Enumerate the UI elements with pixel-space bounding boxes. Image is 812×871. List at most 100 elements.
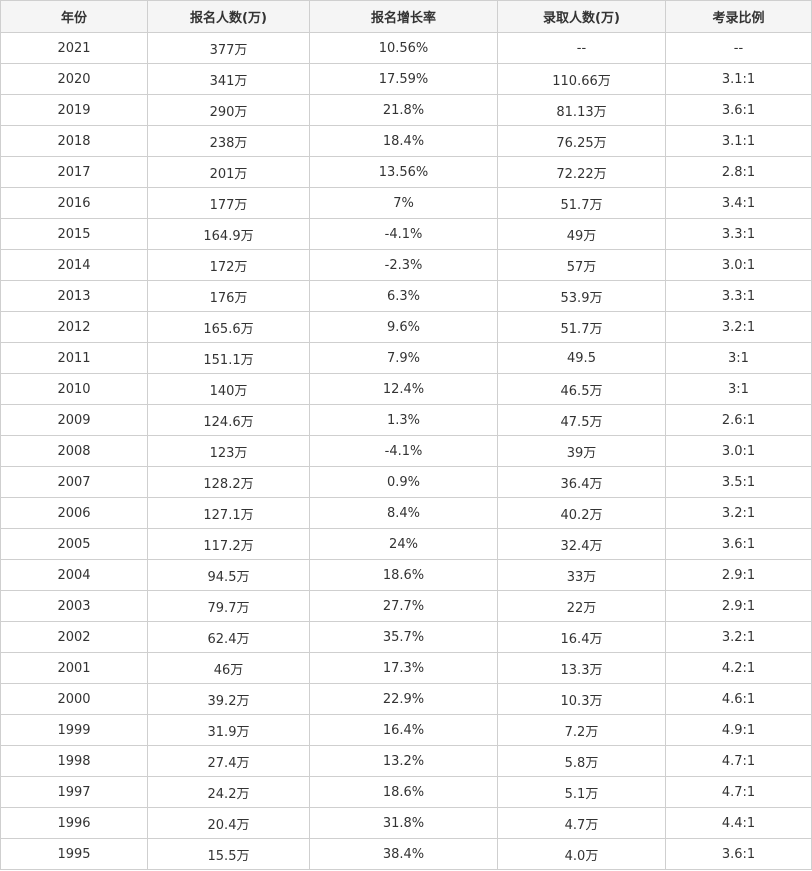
- table-row: 2013 176万 6.3% 53.9万 3.3:1: [0, 280, 812, 312]
- table-row: 2020 341万 17.59% 110.66万 3.1:1: [0, 63, 812, 95]
- cell-year: 2003: [0, 590, 148, 622]
- table-row: 2003 79.7万 27.7% 22万 2.9:1: [0, 590, 812, 622]
- cell-ratio: 3.6:1: [665, 94, 812, 126]
- cell-applicants: 128.2万: [147, 466, 310, 498]
- cell-admitted: 51.7万: [497, 187, 666, 219]
- cell-growth-rate: 1.3%: [309, 404, 498, 436]
- cell-year: 2001: [0, 652, 148, 684]
- cell-admitted: 49万: [497, 218, 666, 250]
- cell-growth-rate: 12.4%: [309, 373, 498, 405]
- cell-growth-rate: 18.6%: [309, 559, 498, 591]
- cell-admitted: 7.2万: [497, 714, 666, 746]
- cell-ratio: --: [665, 32, 812, 64]
- cell-growth-rate: -4.1%: [309, 435, 498, 467]
- cell-admitted: --: [497, 32, 666, 64]
- cell-admitted: 39万: [497, 435, 666, 467]
- cell-growth-rate: 8.4%: [309, 497, 498, 529]
- cell-applicants: 201万: [147, 156, 310, 188]
- cell-applicants: 27.4万: [147, 745, 310, 777]
- cell-admitted: 72.22万: [497, 156, 666, 188]
- cell-admitted: 4.0万: [497, 838, 666, 870]
- cell-admitted: 53.9万: [497, 280, 666, 312]
- cell-ratio: 4.2:1: [665, 652, 812, 684]
- cell-year: 1997: [0, 776, 148, 808]
- cell-year: 2016: [0, 187, 148, 219]
- cell-admitted: 16.4万: [497, 621, 666, 653]
- cell-year: 2004: [0, 559, 148, 591]
- cell-growth-rate: 35.7%: [309, 621, 498, 653]
- header-year: 年份: [0, 0, 148, 33]
- cell-ratio: 4.9:1: [665, 714, 812, 746]
- cell-applicants: 15.5万: [147, 838, 310, 870]
- cell-applicants: 165.6万: [147, 311, 310, 343]
- cell-growth-rate: 6.3%: [309, 280, 498, 312]
- table-row: 2000 39.2万 22.9% 10.3万 4.6:1: [0, 683, 812, 715]
- cell-ratio: 3.1:1: [665, 125, 812, 157]
- cell-admitted: 57万: [497, 249, 666, 281]
- cell-year: 2009: [0, 404, 148, 436]
- cell-growth-rate: 18.6%: [309, 776, 498, 808]
- table-row: 2016 177万 7% 51.7万 3.4:1: [0, 187, 812, 219]
- table-body: 2021 377万 10.56% -- -- 2020 341万 17.59% 110.66万 3…: [0, 32, 812, 870]
- cell-admitted: 40.2万: [497, 497, 666, 529]
- cell-ratio: 3.0:1: [665, 249, 812, 281]
- cell-admitted: 13.3万: [497, 652, 666, 684]
- cell-ratio: 2.9:1: [665, 590, 812, 622]
- cell-ratio: 4.7:1: [665, 745, 812, 777]
- table-row: 2018 238万 18.4% 76.25万 3.1:1: [0, 125, 812, 157]
- cell-applicants: 140万: [147, 373, 310, 405]
- cell-growth-rate: 18.4%: [309, 125, 498, 157]
- cell-ratio: 3.6:1: [665, 528, 812, 560]
- table-row: 2005 117.2万 24% 32.4万 3.6:1: [0, 528, 812, 560]
- cell-year: 2015: [0, 218, 148, 250]
- table-row: 2021 377万 10.56% -- --: [0, 32, 812, 64]
- cell-applicants: 177万: [147, 187, 310, 219]
- cell-year: 2012: [0, 311, 148, 343]
- cell-ratio: 3.2:1: [665, 621, 812, 653]
- cell-applicants: 20.4万: [147, 807, 310, 839]
- cell-admitted: 33万: [497, 559, 666, 591]
- cell-admitted: 81.13万: [497, 94, 666, 126]
- cell-growth-rate: 0.9%: [309, 466, 498, 498]
- table-header: 年份 报名人数(万) 报名增长率 录取人数(万) 考录比例: [0, 0, 812, 33]
- cell-ratio: 3:1: [665, 373, 812, 405]
- cell-growth-rate: 21.8%: [309, 94, 498, 126]
- cell-admitted: 5.1万: [497, 776, 666, 808]
- cell-applicants: 117.2万: [147, 528, 310, 560]
- table-row: 2001 46万 17.3% 13.3万 4.2:1: [0, 652, 812, 684]
- table-row: 2004 94.5万 18.6% 33万 2.9:1: [0, 559, 812, 591]
- table-row: 2012 165.6万 9.6% 51.7万 3.2:1: [0, 311, 812, 343]
- cell-applicants: 341万: [147, 63, 310, 95]
- cell-admitted: 22万: [497, 590, 666, 622]
- cell-year: 2014: [0, 249, 148, 281]
- cell-growth-rate: 24%: [309, 528, 498, 560]
- cell-ratio: 3.3:1: [665, 218, 812, 250]
- cell-growth-rate: 17.59%: [309, 63, 498, 95]
- cell-ratio: 2.8:1: [665, 156, 812, 188]
- cell-admitted: 51.7万: [497, 311, 666, 343]
- cell-growth-rate: 17.3%: [309, 652, 498, 684]
- cell-admitted: 4.7万: [497, 807, 666, 839]
- table-row: 2014 172万 -2.3% 57万 3.0:1: [0, 249, 812, 281]
- cell-growth-rate: 7%: [309, 187, 498, 219]
- cell-year: 2020: [0, 63, 148, 95]
- cell-admitted: 110.66万: [497, 63, 666, 95]
- cell-admitted: 49.5: [497, 342, 666, 374]
- cell-applicants: 127.1万: [147, 497, 310, 529]
- cell-ratio: 3.6:1: [665, 838, 812, 870]
- table-row: 2002 62.4万 35.7% 16.4万 3.2:1: [0, 621, 812, 653]
- cell-ratio: 4.4:1: [665, 807, 812, 839]
- cell-year: 2017: [0, 156, 148, 188]
- cell-applicants: 79.7万: [147, 590, 310, 622]
- cell-applicants: 124.6万: [147, 404, 310, 436]
- cell-growth-rate: 27.7%: [309, 590, 498, 622]
- cell-applicants: 377万: [147, 32, 310, 64]
- cell-ratio: 2.9:1: [665, 559, 812, 591]
- cell-ratio: 3.3:1: [665, 280, 812, 312]
- cell-ratio: 3.0:1: [665, 435, 812, 467]
- table-row: 1997 24.2万 18.6% 5.1万 4.7:1: [0, 776, 812, 808]
- table-row: 2017 201万 13.56% 72.22万 2.8:1: [0, 156, 812, 188]
- cell-growth-rate: 13.56%: [309, 156, 498, 188]
- cell-applicants: 172万: [147, 249, 310, 281]
- cell-year: 2000: [0, 683, 148, 715]
